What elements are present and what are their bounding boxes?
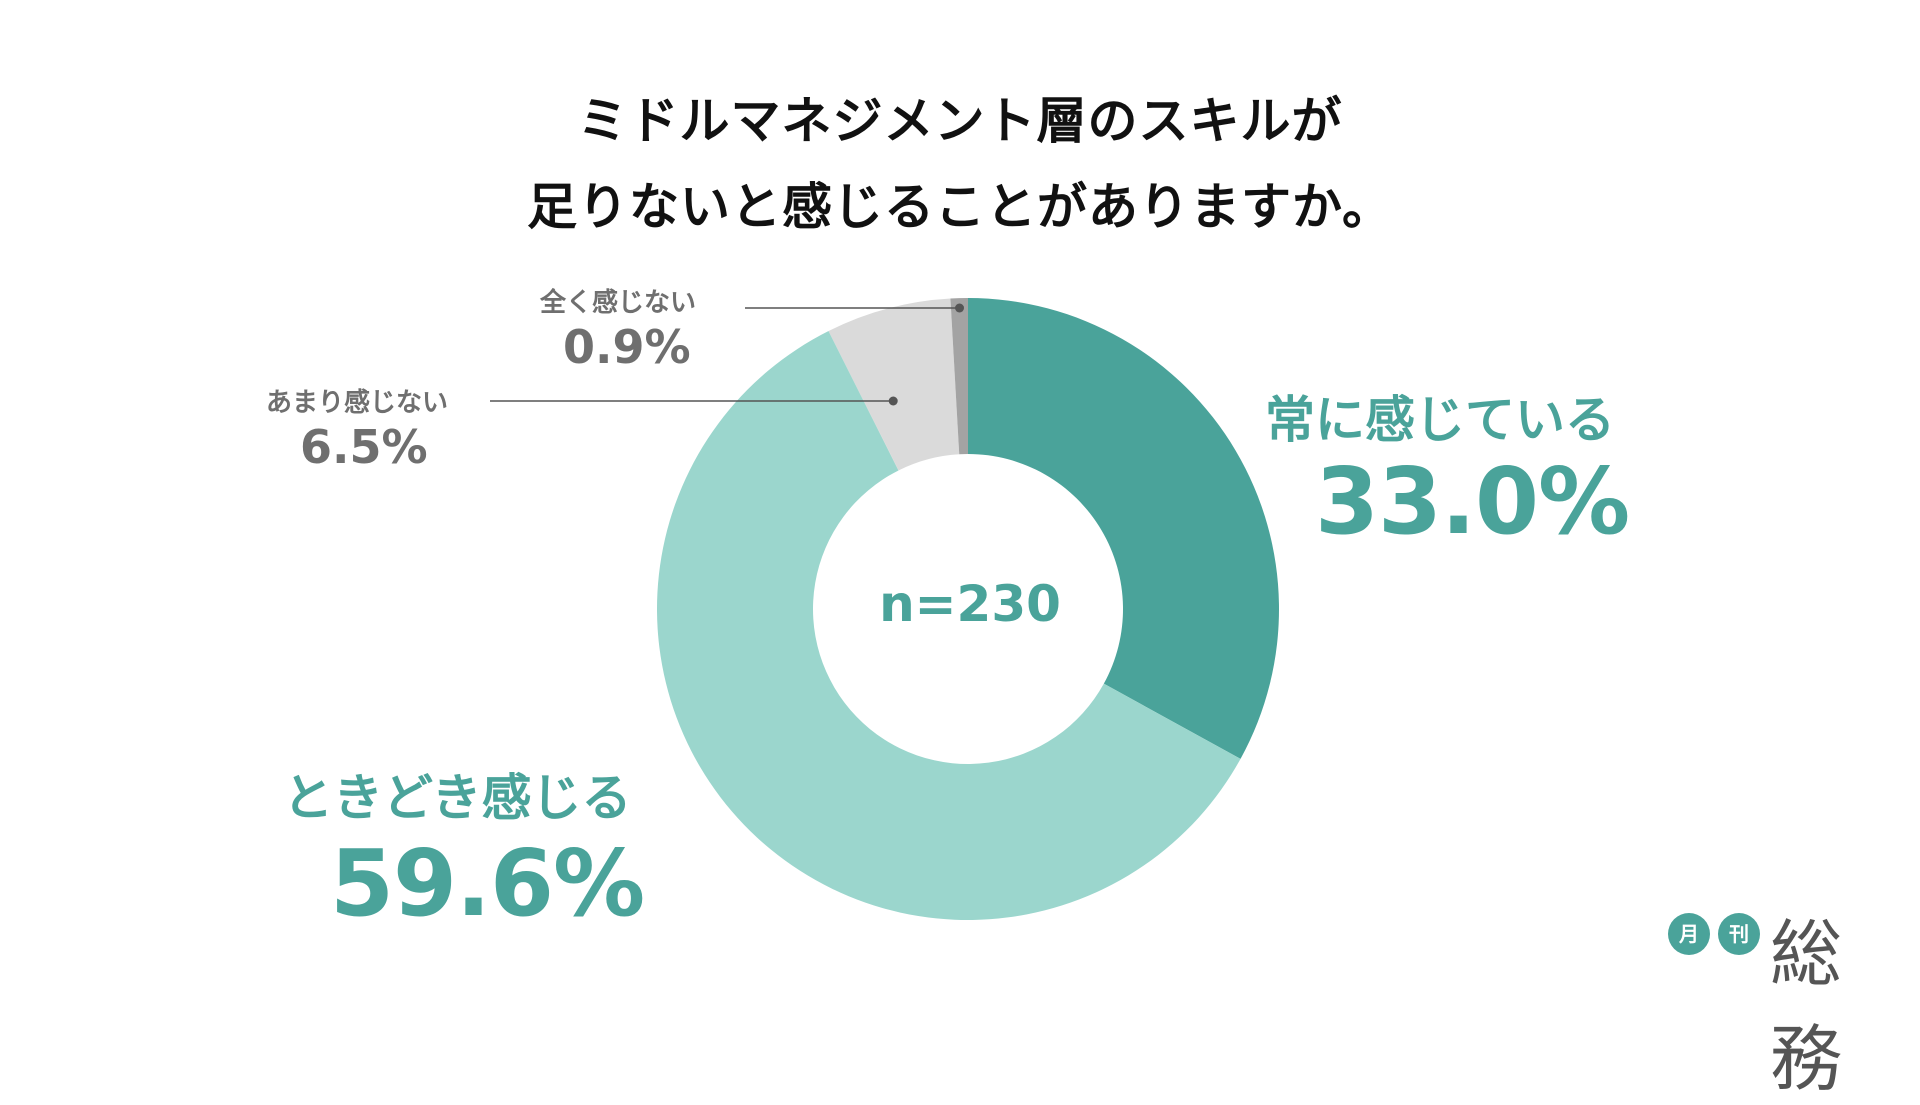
- chart-title: ミドルマネジメント層のスキルが 足りないと感じることがありますか。: [0, 78, 1920, 250]
- slice-sometimes: [656, 331, 1241, 921]
- leader-never-dot: [955, 303, 965, 313]
- leader-lines: [490, 303, 965, 406]
- slice-label-rarely: あまり感じない: [266, 388, 449, 418]
- slice-never: [950, 298, 968, 455]
- slice-value-never: 0.9%: [563, 320, 691, 374]
- donut-chart: [490, 298, 1279, 921]
- slice-value-always: 33.0%: [1315, 448, 1630, 555]
- slice-value-rarely: 6.5%: [300, 420, 428, 474]
- publisher-logo: 月 刊 総務: [1668, 895, 1898, 1101]
- slice-label-never: 全く感じない: [540, 288, 697, 318]
- sample-size-label: n=230: [879, 575, 1061, 633]
- slice-always: [968, 298, 1279, 759]
- logo-wordmark: 総務: [1770, 912, 1842, 1101]
- chart-title-line-1: ミドルマネジメント層のスキルが: [577, 92, 1343, 150]
- donut-slices: [656, 298, 1279, 921]
- slice-rarely: [828, 298, 960, 471]
- slice-label-sometimes: ときどき感じる: [283, 769, 632, 827]
- leader-rarely-dot: [888, 396, 898, 406]
- logo-badge-2: 刊: [1718, 913, 1760, 955]
- chart-title-line-2: 足りないと感じることがありますか。: [527, 178, 1393, 236]
- slice-value-sometimes: 59.6%: [330, 830, 645, 937]
- slice-label-always: 常に感じている: [1265, 391, 1615, 449]
- logo-badge-1: 月: [1668, 913, 1710, 955]
